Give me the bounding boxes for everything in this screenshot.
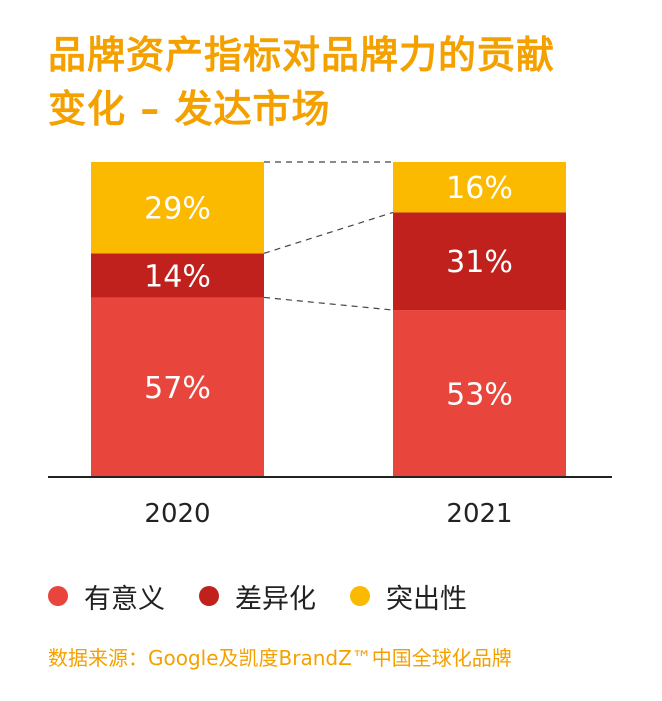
connector-meaningful-top: [263, 296, 394, 311]
legend: 有意义 差异化 突出性: [48, 574, 501, 618]
legend-label-meaningful: 有意义: [84, 583, 165, 615]
legend-dot-meaningful: [48, 586, 68, 606]
legend-dot-salient: [350, 586, 370, 606]
bar-2021-meaningful: [393, 310, 566, 477]
source-note: 数据来源：Google及凯度BrandZ™中国全球化品牌: [48, 646, 512, 670]
data-label-2021-salient: 16%: [446, 171, 513, 206]
legend-item-meaningful: 有意义: [48, 577, 165, 616]
bar-2021-salient: [393, 162, 566, 213]
stacked-bar-chart: 57% 14% 29% 53% 31% 16% 2020 2021: [48, 161, 612, 529]
data-label-2020-meaningful: 57%: [144, 371, 211, 406]
connector-different-top: [263, 211, 394, 254]
chart-title: 品牌资产指标对品牌力的贡献 变化 – 发达市场: [48, 28, 648, 136]
bar-2020-salient: [91, 162, 264, 254]
legend-label-different: 差异化: [235, 583, 316, 615]
connector-lines: [263, 161, 394, 311]
bar-2020-meaningful: [91, 297, 264, 477]
x-tick-label-2020: 2020: [144, 499, 210, 529]
bar-2020-different: [91, 253, 264, 298]
bars: [91, 162, 566, 477]
chart-title-line1: 品牌资产指标对品牌力的贡献: [48, 33, 556, 77]
data-label-2020-salient: 29%: [144, 192, 211, 227]
legend-item-salient: 突出性: [350, 577, 467, 616]
x-tick-labels: 2020 2021: [144, 499, 512, 529]
x-tick-label-2021: 2021: [446, 499, 512, 529]
bar-2021-different: [393, 212, 566, 311]
chart-title-line2: 变化 – 发达市场: [48, 87, 331, 131]
legend-dot-different: [199, 586, 219, 606]
legend-label-salient: 突出性: [386, 583, 467, 615]
data-label-2021-different: 31%: [446, 245, 513, 280]
legend-item-different: 差异化: [199, 577, 316, 616]
data-label-2020-different: 14%: [144, 259, 211, 294]
bar-labels: 57% 14% 29% 53% 31% 16%: [144, 171, 513, 412]
data-label-2021-meaningful: 53%: [446, 378, 513, 413]
